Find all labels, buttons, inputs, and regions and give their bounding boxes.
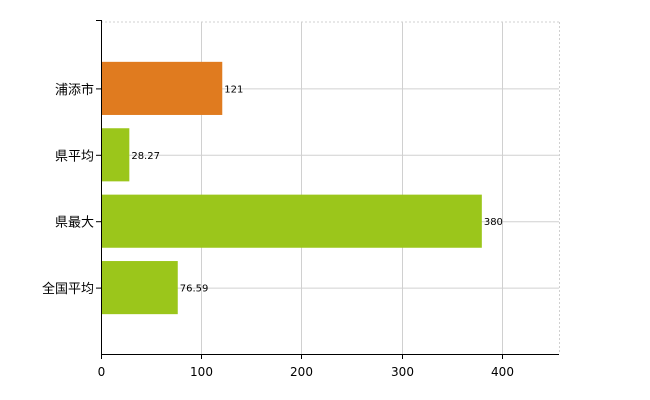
bar-4 [101,261,178,315]
category-label-4: 全国平均 [42,281,94,297]
data-label-2: 28.27 [131,151,160,162]
bar-layer [101,61,482,315]
category-label-3: 県最大 [55,216,94,231]
data-label-4: 76.59 [180,284,209,295]
axis-layer [96,20,559,359]
x-tick-label-3: 200 [290,365,313,379]
x-tick-label-4: 300 [391,365,414,379]
bar-2 [101,128,130,182]
data-label-1: 121 [224,84,243,95]
bar-1 [101,61,223,115]
category-label-2: 県平均 [55,149,94,164]
category-label-1: 浦添市 [55,82,94,98]
x-tick-label-2: 100 [190,365,213,379]
x-tick-label-1: 0 [98,365,106,379]
data-label-3: 380 [484,217,503,228]
bar-3 [101,194,482,248]
x-tick-label-5: 400 [491,365,514,379]
